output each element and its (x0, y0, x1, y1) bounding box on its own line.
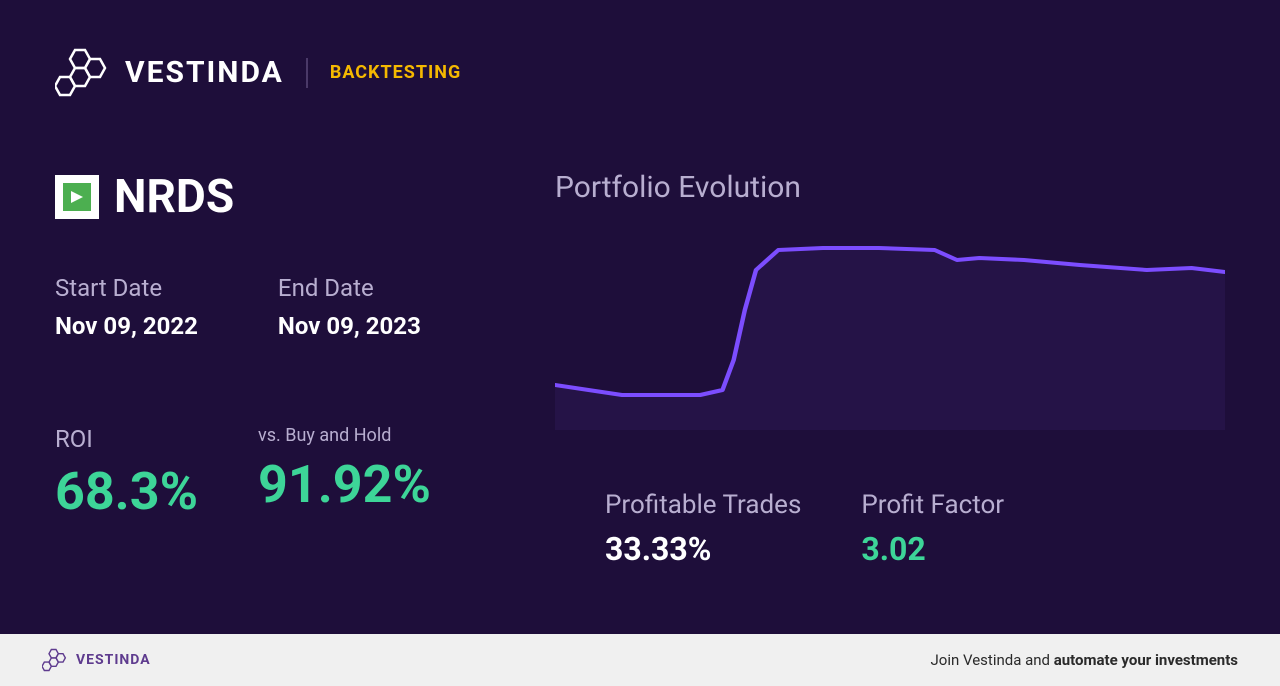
vs-buy-hold-block: vs. Buy and Hold 91.92% (258, 425, 431, 522)
vestinda-logo-icon (55, 45, 115, 100)
roi-block: ROI 68.3% (55, 425, 198, 522)
footer: VESTINDA Join Vestinda and automate your… (0, 634, 1280, 686)
start-date-value: Nov 09, 2022 (55, 312, 198, 340)
header-divider (306, 58, 308, 88)
ticker-icon (55, 175, 99, 219)
footer-logo-icon (42, 647, 70, 673)
profitable-trades-label: Profitable Trades (605, 490, 801, 520)
start-date-block: Start Date Nov 09, 2022 (55, 274, 198, 340)
footer-text-prefix: Join Vestinda and (931, 651, 1054, 669)
profitable-trades-value: 33.33% (605, 530, 801, 568)
roi-label: ROI (55, 425, 198, 453)
vs-buy-hold-value: 91.92% (258, 454, 431, 515)
ticker-symbol: NRDS (114, 170, 234, 224)
ticker-display: NRDS (55, 170, 495, 224)
end-date-label: End Date (278, 274, 421, 302)
brand-name: VESTINDA (125, 55, 284, 90)
end-date-value: Nov 09, 2023 (278, 312, 421, 340)
profit-factor-label: Profit Factor (861, 490, 1004, 520)
roi-value: 68.3% (55, 461, 198, 522)
brand-logo: VESTINDA (55, 45, 284, 100)
footer-brand-name: VESTINDA (76, 652, 151, 668)
footer-cta-text: Join Vestinda and automate your investme… (931, 651, 1239, 669)
footer-logo: VESTINDA (42, 647, 151, 673)
footer-text-bold: automate your investments (1054, 651, 1238, 669)
profitable-trades-block: Profitable Trades 33.33% (605, 490, 801, 568)
start-date-label: Start Date (55, 274, 198, 302)
profit-factor-value: 3.02 (861, 530, 1004, 568)
portfolio-evolution-chart (555, 230, 1225, 430)
header: VESTINDA BACKTESTING (55, 45, 1225, 100)
chart-title: Portfolio Evolution (555, 170, 1225, 205)
vs-buy-hold-label: vs. Buy and Hold (258, 425, 431, 446)
end-date-block: End Date Nov 09, 2023 (278, 274, 421, 340)
profit-factor-block: Profit Factor 3.02 (861, 490, 1004, 568)
section-label: BACKTESTING (330, 62, 461, 83)
